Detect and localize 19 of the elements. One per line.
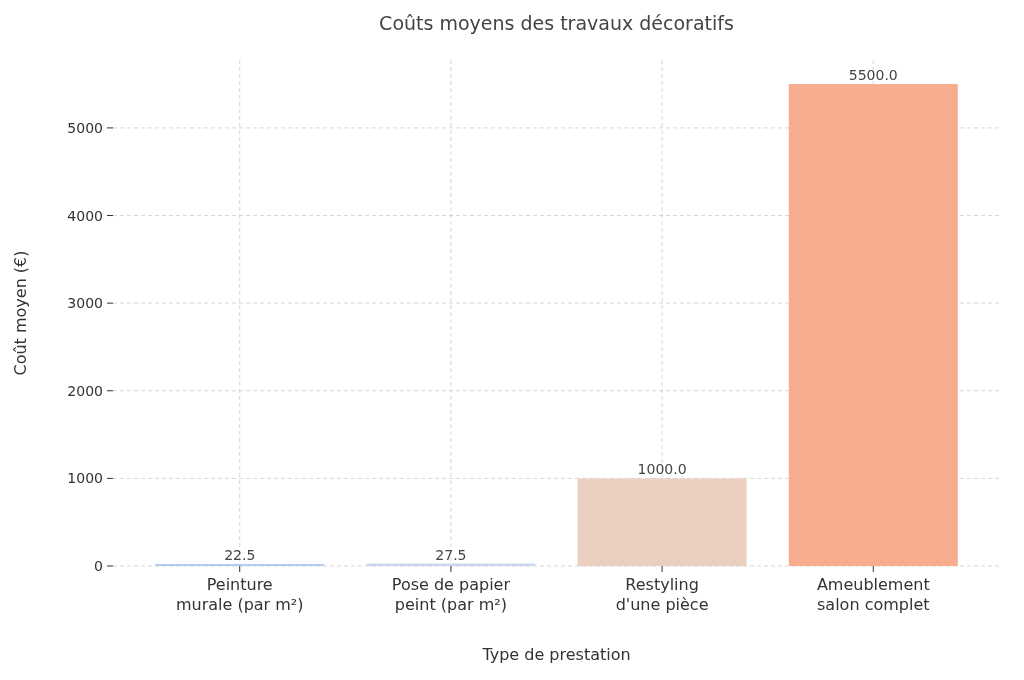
y-axis-title: Coût moyen (€): [11, 250, 30, 376]
x-tick-label: Ameublement salon complet: [816, 575, 930, 614]
data-label: 27.5: [435, 546, 467, 563]
data-label: 5500.0: [848, 67, 898, 84]
x-axis-title: Type de prestation: [481, 645, 631, 664]
x-tick-label: Pose de papier peint (par m²): [391, 575, 511, 614]
data-label: 22.5: [224, 547, 256, 564]
bar: [788, 84, 958, 566]
y-tick-label: 3000: [67, 295, 103, 312]
x-tick-label: Peinture murale (par m²): [175, 575, 304, 614]
y-tick-label: 5000: [67, 119, 103, 136]
chart-title: Coûts moyens des travaux décoratifs: [379, 12, 734, 34]
bar: [577, 478, 747, 566]
y-tick-label: 0: [94, 558, 103, 574]
y-tick-label: 1000: [67, 470, 103, 487]
x-tick-label: Restyling d'une pièce: [615, 575, 709, 614]
y-tick-label: 4000: [67, 207, 103, 224]
y-tick-label: 2000: [67, 382, 103, 399]
data-label: 1000.0: [637, 461, 687, 478]
